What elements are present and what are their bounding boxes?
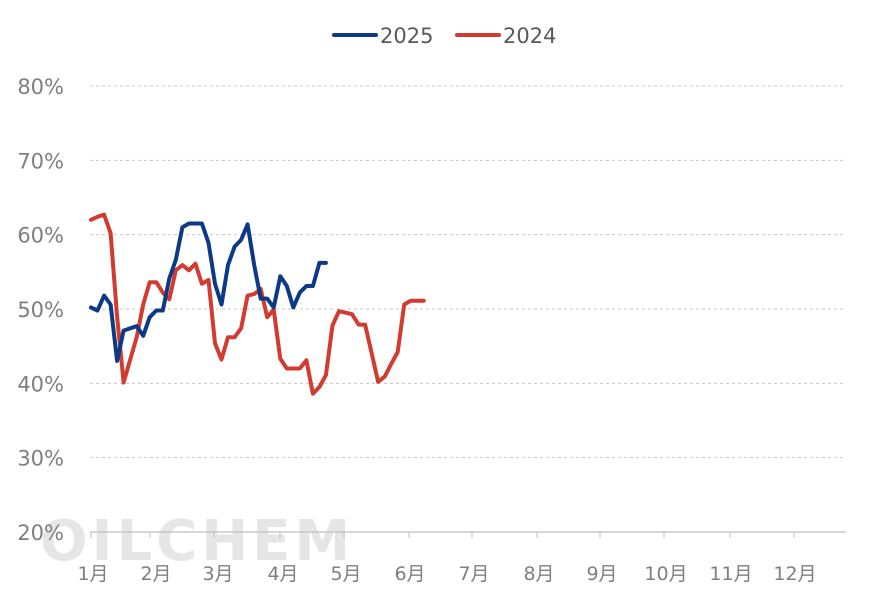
x-tick-label: 5月 — [330, 563, 361, 585]
gridlines — [90, 85, 846, 459]
x-tick-label: 11月 — [709, 563, 752, 585]
series-line-2025 — [89, 221, 328, 363]
x-tick-label: 3月 — [202, 563, 233, 585]
x-tick-label: 10月 — [644, 563, 687, 585]
x-tick-label: 9月 — [586, 563, 617, 585]
legend-label-2025: 2025 — [380, 24, 433, 48]
x-tick-label: 6月 — [394, 563, 425, 585]
watermark: OILCHEM — [40, 509, 354, 574]
series-lines — [89, 212, 426, 396]
y-tick-label: 50% — [17, 298, 64, 322]
x-tick-label: 4月 — [267, 563, 298, 585]
y-tick-label: 80% — [17, 75, 64, 99]
x-tick-label: 7月 — [458, 563, 489, 585]
x-tick-label: 1月 — [77, 563, 108, 585]
x-tick-label: 8月 — [523, 563, 554, 585]
y-tick-label: 30% — [17, 447, 64, 471]
series-line-2024 — [89, 212, 426, 396]
x-tick-label: 2月 — [140, 563, 171, 585]
y-tick-label: 60% — [17, 224, 64, 248]
y-axis: 20% 30% 40% 50% 60% 70% 80% — [17, 75, 64, 545]
legend-label-2024: 2024 — [503, 24, 556, 48]
y-tick-label: 40% — [17, 372, 64, 396]
x-tick-label: 12月 — [773, 563, 816, 585]
watermark-text: OILCHEM — [40, 509, 354, 574]
y-tick-label: 70% — [17, 149, 64, 173]
legend: 2025 2024 — [332, 24, 556, 48]
y-tick-label: 20% — [17, 521, 64, 545]
x-axis: 1月 2月 3月 4月 5月 6月 7月 8月 9月 10月 11月 12月 — [77, 531, 846, 585]
